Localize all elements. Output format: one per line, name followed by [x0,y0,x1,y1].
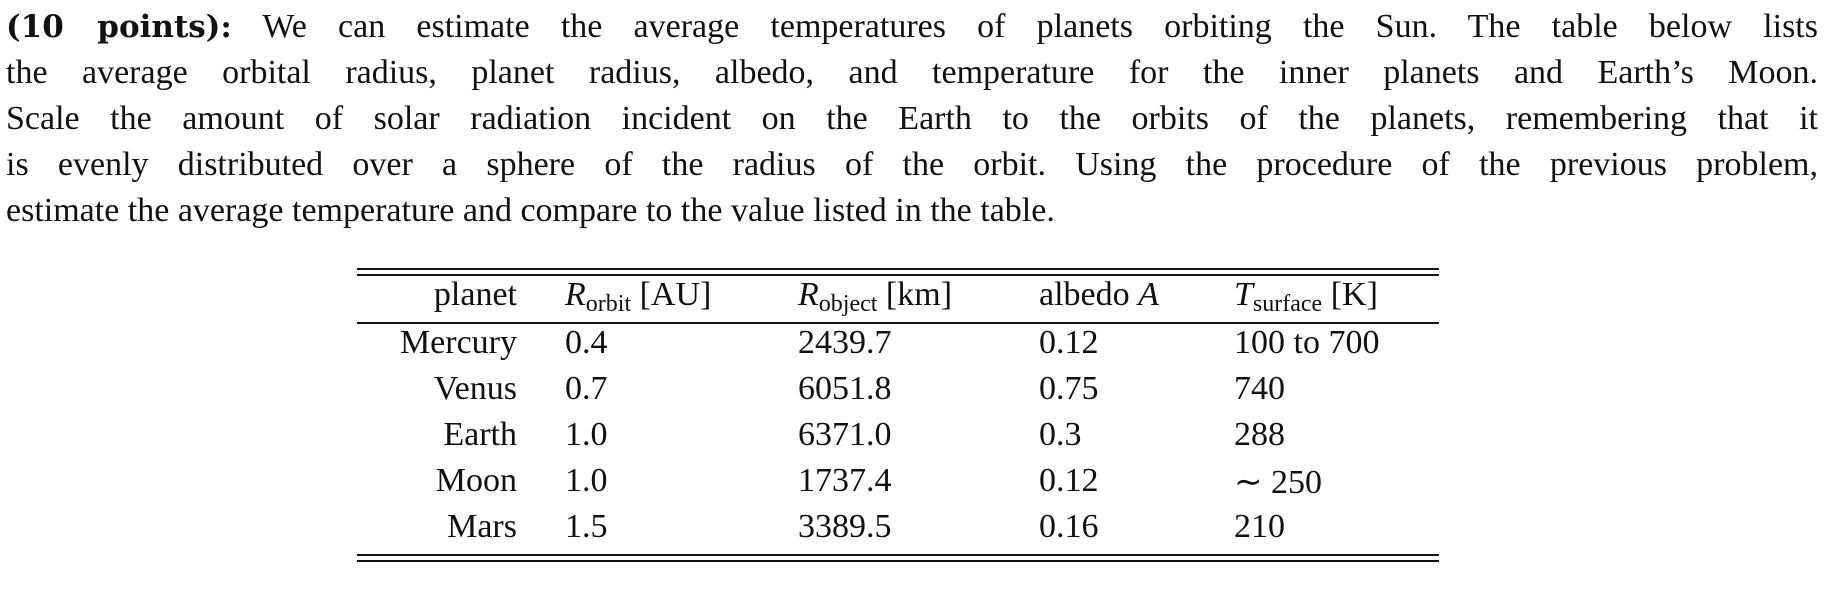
table-cell: 6051.8 [798,370,892,407]
table-cell: 3389.5 [798,508,892,545]
table-cell: 1.5 [565,508,608,545]
header-symbol: R [798,276,819,313]
table-cell: 1737.4 [798,462,892,499]
planet-name: Mercury [399,324,517,361]
bottom-rule [357,560,1439,562]
planet-name: Moon [435,462,517,499]
header-subscript: orbit [585,291,632,317]
bottom-rule [357,554,1439,556]
text-line: Scale the amount of solar radiation inci… [6,96,1818,142]
line-text: estimate the average temperature and com… [6,192,1055,229]
text-line: the average orbital radius, planet radiu… [6,50,1818,96]
table-cell: 210 [1234,508,1285,545]
header-text: albedo [1039,276,1130,313]
planet-name: Venus [433,370,517,407]
table-cell: 1.0 [565,462,608,499]
line-text: Scale the amount of solar radiation inci… [6,100,1818,137]
header-cell: albedo A [1039,276,1159,314]
text-line: (10 points): We can estimate the average… [6,4,1818,50]
line-text: is evenly distributed over a sphere of t… [6,146,1818,183]
header-subscript: object [818,291,878,317]
table-cell: 0.7 [565,370,608,407]
header-symbol: T [1234,276,1253,313]
table-cell: 0.75 [1039,370,1099,407]
table-cell: ∼ 250 [1234,464,1322,501]
table-cell: 2439.7 [798,324,892,361]
points-label: (10 points): [6,9,232,45]
header-symbol: R [565,276,586,313]
line-text: We can estimate the average temperatures… [262,8,1818,45]
header-cell: planet [434,276,517,314]
planet-name: Earth [443,416,517,453]
table-cell: 0.4 [565,324,608,361]
table-cell: 288 [1234,416,1285,453]
table-cell: 0.16 [1039,508,1099,545]
planet-name: Mars [447,508,517,545]
header-unit: [K] [1330,276,1378,313]
header-unit: [AU] [639,276,712,313]
table-cell: 740 [1234,370,1285,407]
header-symbol: A [1138,276,1159,313]
line-text: the average orbital radius, planet radiu… [6,54,1818,91]
header-cell: Tsurface [K] [1234,276,1378,318]
header-unit: [km] [885,276,953,313]
header-subscript: surface [1252,291,1323,317]
header-text: planet [433,276,517,313]
header-cell: Rorbit [AU] [565,276,711,318]
top-rule [357,268,1439,270]
header-rule [357,322,1439,324]
table-cell: 0.12 [1039,462,1099,499]
problem-text: (10 points): We can estimate the average… [6,4,1818,234]
text-line: is evenly distributed over a sphere of t… [6,142,1818,188]
table-cell: 100 to 700 [1234,324,1380,361]
top-rule [357,274,1439,276]
text-line: estimate the average temperature and com… [6,188,1818,234]
table-cell: 6371.0 [798,416,892,453]
table-cell: 0.12 [1039,324,1099,361]
table-cell: 1.0 [565,416,608,453]
header-cell: Robject [km] [798,276,952,318]
table-cell: 0.3 [1039,416,1082,453]
